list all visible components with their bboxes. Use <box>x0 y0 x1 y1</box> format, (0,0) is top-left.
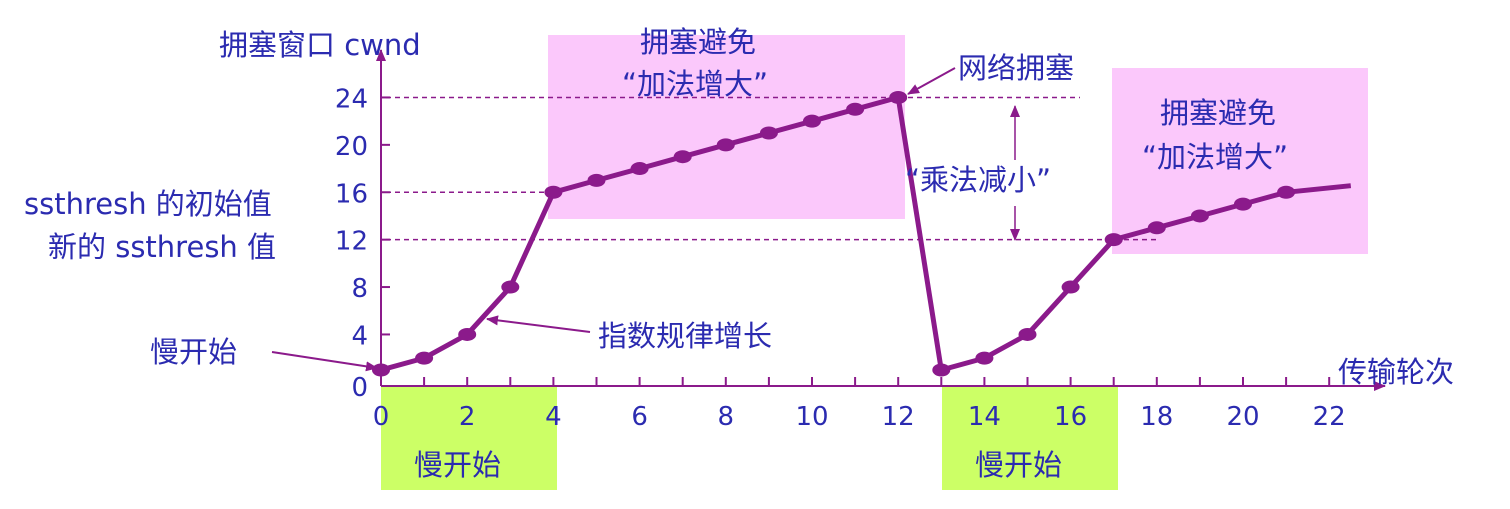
y-tick-label: 16 <box>335 179 368 209</box>
y-tick-label: 0 <box>351 373 368 403</box>
cwnd-point <box>846 102 865 116</box>
x-tick-label: 2 <box>459 402 476 432</box>
y-tick-labels: 0 4 8 12 16 20 24 <box>335 84 368 403</box>
cwnd-point <box>1234 197 1252 211</box>
x-tick-marks <box>423 377 1331 386</box>
y-tick-label: 24 <box>335 84 368 114</box>
cwnd-point <box>630 162 649 176</box>
slow-start-arrow <box>271 351 378 372</box>
cwnd-point <box>1277 185 1296 199</box>
cwnd-point <box>889 90 908 104</box>
cwnd-point <box>803 114 821 128</box>
slow-start-box-2 <box>942 387 1118 490</box>
cwnd-point <box>415 351 434 365</box>
x-tick-labels: 0 2 4 6 8 10 12 14 16 18 20 22 <box>373 402 1346 432</box>
x-tick-label: 22 <box>1313 402 1346 432</box>
cwnd-point <box>544 185 563 199</box>
x-axis-label: 传输轮次 <box>1338 355 1454 389</box>
ssthresh-new-label: 新的 ssthresh 值 <box>48 230 276 264</box>
ssthresh-initial-label: ssthresh 的初始值 <box>24 187 272 221</box>
x-tick-label: 12 <box>882 402 915 432</box>
exp-growth-label: 指数规律增长 <box>598 319 772 353</box>
slow-start-arrow-label: 慢开始 <box>150 335 237 369</box>
cwnd-point <box>975 351 994 365</box>
cwnd-point <box>673 150 692 164</box>
cwnd-point <box>587 173 606 187</box>
x-tick-label: 16 <box>1054 402 1087 432</box>
cwnd-point <box>1190 209 1209 223</box>
y-tick-label: 12 <box>335 227 368 257</box>
cwnd-point <box>1147 221 1166 235</box>
y-tick-label: 4 <box>351 321 368 351</box>
mult-decrease-label: “乘法减小” <box>905 163 1051 197</box>
x-tick-label: 0 <box>373 402 390 432</box>
x-tick-label: 6 <box>631 402 648 432</box>
x-tick-label: 4 <box>545 402 562 432</box>
x-tick-label: 20 <box>1226 402 1259 432</box>
slow-start-1-label: 慢开始 <box>414 448 501 482</box>
congestion-label: 网络拥塞 <box>958 51 1074 85</box>
y-tick-label: 20 <box>335 132 368 162</box>
slow-start-2-label: 慢开始 <box>975 448 1062 482</box>
cwnd-point <box>759 126 778 140</box>
x-tick-label: 8 <box>718 402 735 432</box>
exp-growth-arrow <box>486 315 591 333</box>
reference-lines <box>386 96 1160 241</box>
cwnd-point <box>372 363 390 377</box>
slow-start-box-1 <box>381 387 557 490</box>
avoid-2-line1: 拥塞避免 <box>1160 96 1276 130</box>
cwnd-point <box>932 363 951 377</box>
cwnd-series <box>372 90 1352 377</box>
cwnd-point <box>1061 280 1080 294</box>
congestion-avoidance-box-1 <box>548 35 905 219</box>
congestion-arrow <box>907 67 956 95</box>
y-tick-marks <box>381 96 390 336</box>
cwnd-point <box>1104 233 1123 247</box>
x-tick-label: 18 <box>1140 402 1173 432</box>
avoid-2-line2: “加法增大” <box>1142 140 1288 174</box>
x-tick-label: 10 <box>795 402 828 432</box>
x-tick-label: 14 <box>968 402 1001 432</box>
cwnd-point <box>458 327 477 341</box>
cwnd-point <box>716 138 735 152</box>
cwnd-point <box>501 280 520 294</box>
y-axis-label: 拥塞窗口 cwnd <box>219 28 421 62</box>
avoid-1-line1: 拥塞避免 <box>640 25 756 59</box>
avoid-1-line2: “加法增大” <box>622 67 768 101</box>
y-tick-label: 8 <box>351 274 368 304</box>
cwnd-point <box>1018 327 1037 341</box>
